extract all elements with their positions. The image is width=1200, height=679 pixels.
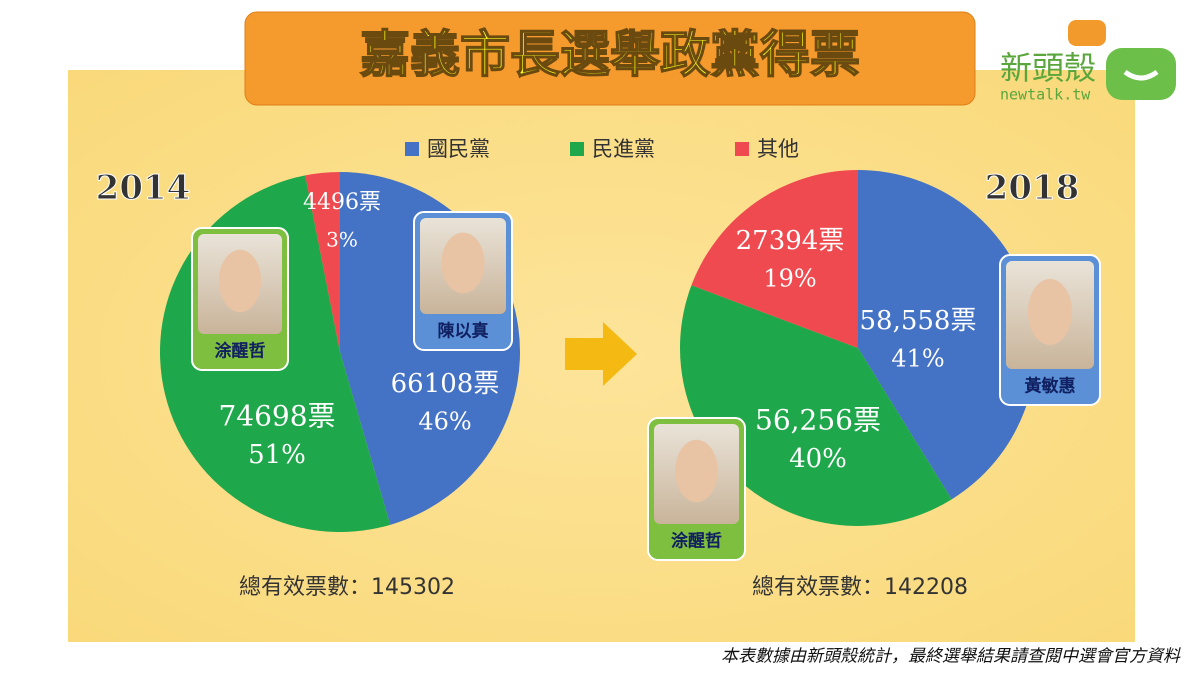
share-label: 3% [326,228,358,252]
value-label: 56,256票 [755,404,881,437]
footnote: 本表數據由新頭殼統計，最終選舉結果請查閱中選會官方資料 [721,647,1181,667]
candidate-name: 黃敏惠 [1024,376,1076,397]
total-votes: 總有效票數：145302 [239,575,455,600]
pie-slice [691,170,858,348]
title-box [244,11,976,106]
logo-bubble [1068,20,1106,46]
candidate-face [1028,279,1072,345]
share-label: 40% [789,444,847,474]
value-label: 58,558票 [860,306,977,336]
candidate-name: 涂醒哲 [215,341,266,362]
share-label: 51% [248,440,306,470]
total-votes: 總有效票數：142208 [752,575,968,600]
value-label: 27394票 [736,226,845,256]
legend-label: 其他 [757,137,799,161]
value-label: 66108票 [391,369,500,399]
candidate-name: 陳以真 [438,321,489,342]
share-label: 46% [418,408,471,436]
legend-label: 民進黨 [592,137,655,161]
logo-bubble [1106,48,1176,100]
year-label: 2018 [985,168,1080,208]
legend-label: 國民黨 [427,137,490,161]
logo-url: newtalk.tw [1000,86,1091,104]
share-label: 19% [763,265,816,293]
value-label: 74698票 [218,400,335,433]
year-label: 2014 [96,168,191,208]
legend-swatch [405,142,419,156]
legend-swatch [735,142,749,156]
share-label: 41% [891,345,944,373]
logo-smile [1123,69,1159,81]
legend: 國民黨 民進黨 其他 [405,137,799,161]
candidate-name: 涂醒哲 [671,531,722,552]
candidate-face [441,232,485,294]
arrow [565,322,637,386]
pie-slice [858,170,1036,500]
logo-name: 新頭殼 [1000,49,1096,87]
candidate-face [218,249,262,313]
value-label: 4496票 [303,190,381,215]
title: 嘉義市長選舉政黨得票 [360,26,860,84]
candidate-face [675,439,718,503]
pie-slice [679,285,952,527]
pie-slice [305,172,340,352]
legend-swatch [570,142,584,156]
